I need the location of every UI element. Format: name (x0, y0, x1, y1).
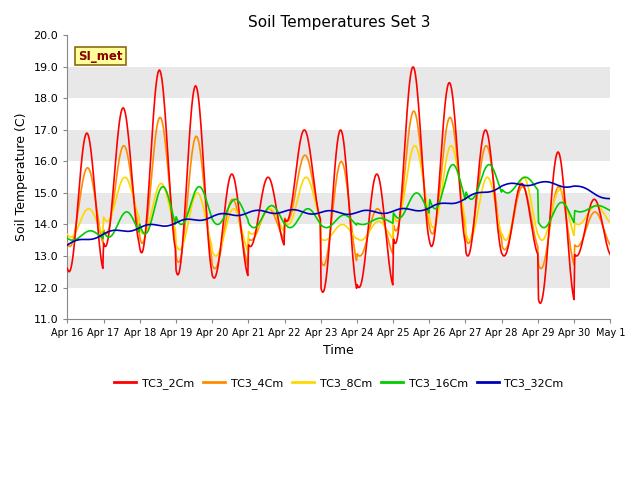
Bar (67, 67, 611, 98)
Y-axis label: Soil Temperature (C): Soil Temperature (C) (15, 113, 28, 241)
Bar (67, 193, 611, 225)
Bar (67, 256, 611, 288)
Bar (67, 36, 611, 67)
Bar (67, 98, 611, 130)
Bar (67, 161, 611, 193)
Bar (67, 288, 611, 319)
Bar (67, 130, 611, 161)
Bar (67, 225, 611, 256)
Text: SI_met: SI_met (78, 49, 123, 62)
X-axis label: Time: Time (323, 344, 354, 357)
Title: Soil Temperatures Set 3: Soil Temperatures Set 3 (248, 15, 430, 30)
Legend: TC3_2Cm, TC3_4Cm, TC3_8Cm, TC3_16Cm, TC3_32Cm: TC3_2Cm, TC3_4Cm, TC3_8Cm, TC3_16Cm, TC3… (109, 373, 568, 393)
